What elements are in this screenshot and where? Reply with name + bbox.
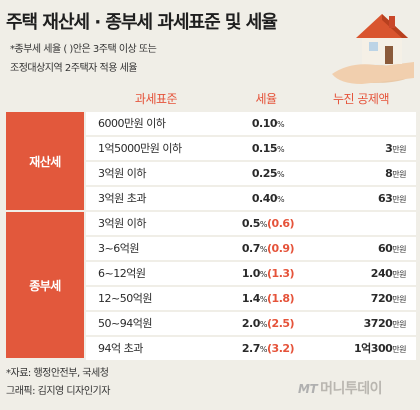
row-base: 50~94억원 [98,317,152,330]
row-base: 94억 초과 [98,342,143,355]
row-base: 12~50억원 [98,292,152,305]
table-row: 3억원 이하 0.25% 8만원 [86,162,416,185]
row-rate: 1.4%(1.8) [241,292,295,305]
group-comprehensive-tax: 종부세 [6,212,84,358]
row-rate: 0.15% [251,142,285,155]
row-deduction: 3만원 [385,142,406,155]
subnote: *종부세 세율 ( )안은 3주택 이상 또는 조정대상지역 2주택자 적용 세… [10,40,157,78]
row-base: 3억원 이하 [98,217,146,230]
row-deduction: 1억300만원 [354,342,406,355]
note-line-1: *종부세 세율 ( )안은 3주택 이상 또는 [10,44,157,55]
row-rate: 2.7%(3.2) [241,342,295,355]
row-base: 1억5000만원 이하 [98,142,182,155]
row-base: 3억원 이하 [98,167,146,180]
table-row: 50~94억원 2.0%(2.5) 3720만원 [86,312,416,335]
row-rate: 0.10% [251,117,285,130]
row-rate: 0.7%(0.9) [241,242,295,255]
row-deduction: 60만원 [377,242,407,255]
table-row: 1억5000만원 이하 0.15% 3만원 [86,137,416,160]
row-rate: 0.5%(0.6) [241,217,295,230]
header-base: 과세표준 [134,92,178,106]
table-row: 3억원 이하 0.5%(0.6) [86,212,416,235]
house-in-hand-icon [332,14,414,84]
table-header: 과세표준 세율 누진 공제액 [6,88,416,110]
table-row: 94억 초과 2.7%(3.2) 1억300만원 [86,337,416,360]
table-row: 3억원 초과 0.40% 63만원 [86,187,416,210]
table-row: 3~6억원 0.7%(0.9) 60만원 [86,237,416,260]
row-rate: 1.0%(1.3) [241,267,295,280]
row-deduction: 240만원 [370,267,407,280]
row-deduction: 63만원 [377,192,407,205]
header-rate: 세율 [255,92,277,106]
row-base: 3억원 초과 [98,192,146,205]
header-deduction: 누진 공제액 [332,92,390,106]
table-row: 6~12억원 1.0%(1.3) 240만원 [86,262,416,285]
logo-mt: MT [298,382,318,396]
group-property-tax: 재산세 [6,112,84,210]
row-rate: 0.25% [251,167,285,180]
row-rate: 2.0%(2.5) [241,317,295,330]
row-rate: 0.40% [251,192,285,205]
row-deduction: 8만원 [385,167,406,180]
credit-note: 그래픽: 김지영 디자인기자 [6,386,110,397]
row-base: 3~6억원 [98,242,139,255]
logo-text: 머니투데이 [320,381,383,397]
row-base: 6~12억원 [98,267,146,280]
table-row: 12~50억원 1.4%(1.8) 720만원 [86,287,416,310]
source-note: *자료: 행정안전부, 국세청 [6,368,109,379]
note-line-2: 조정대상지역 2주택자 적용 세율 [10,63,138,74]
row-deduction: 3720만원 [363,317,407,330]
page-title: 주택 재산세 · 종부세 과세표준 및 세율 [6,12,278,33]
row-base: 6000만원 이하 [98,117,166,130]
tax-table: 과세표준 세율 누진 공제액 재산세 종부세 6000만원 이하 0.10% 1… [6,88,416,360]
row-deduction: 720만원 [370,292,407,305]
publisher-logo: MT 머니투데이 [298,378,383,398]
table-row: 6000만원 이하 0.10% [86,112,416,135]
